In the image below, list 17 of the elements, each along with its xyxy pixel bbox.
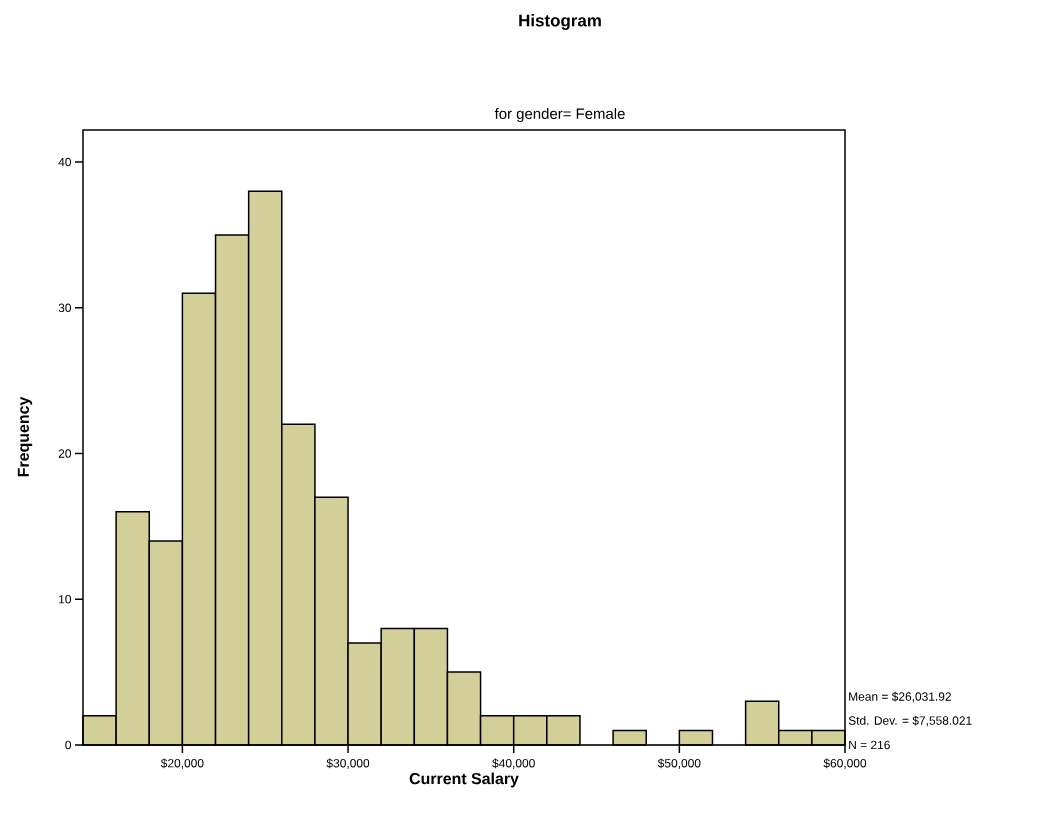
chart-subtitle: for gender= Female [494, 108, 625, 122]
x-axis-title: Current Salary [409, 772, 519, 788]
x-tick-label: $60,000 [823, 758, 867, 769]
x-tick-label: $40,000 [492, 758, 535, 769]
y-tick-label: 40 [58, 157, 72, 167]
x-tick-label: $20,000 [160, 758, 204, 769]
y-tick-label: 10 [59, 595, 72, 604]
chart-title: Histogram [519, 14, 601, 30]
y-axis-title: Frequency [17, 396, 33, 477]
x-tick-label: $50,000 [657, 758, 701, 769]
y-tick-label: 20 [58, 449, 72, 458]
y-tick-label: 30 [58, 303, 72, 312]
y-tick-label: 0 [65, 740, 72, 750]
text: Mean = $26,031.92 [849, 691, 951, 703]
text: Std. Dev. = $7,558.021 [848, 715, 972, 727]
x-tick-label: $30,000 [326, 758, 370, 769]
text: N = 216 [849, 740, 890, 750]
